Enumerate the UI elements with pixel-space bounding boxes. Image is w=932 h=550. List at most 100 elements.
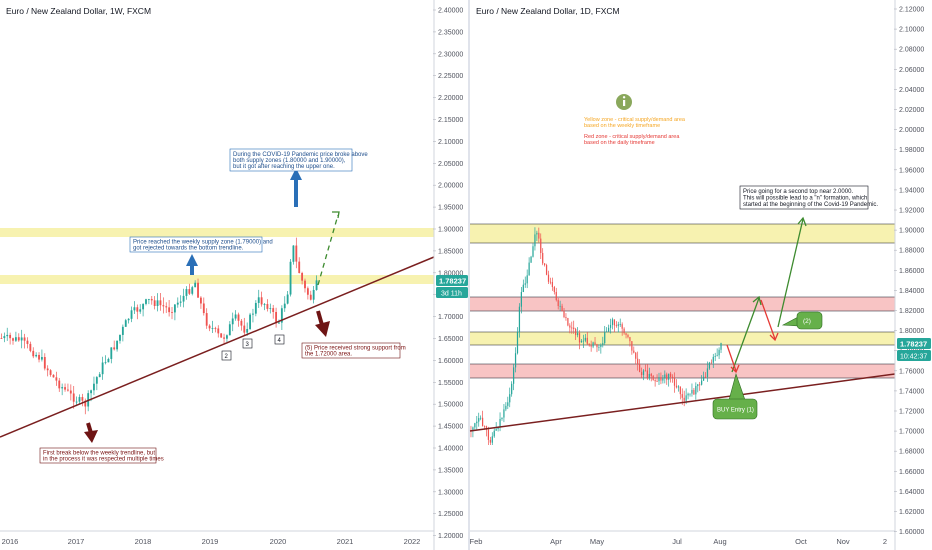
candle-body <box>708 362 711 369</box>
price-tick-label: 1.55000 <box>438 380 463 387</box>
candle-body <box>569 325 571 328</box>
candle-body <box>542 252 544 264</box>
price-tick-label: 1.68000 <box>899 449 924 456</box>
candle-body <box>586 337 588 344</box>
candle-body <box>675 385 678 388</box>
weekly-trendline <box>0 256 435 438</box>
candle-body <box>588 343 590 346</box>
candle-body <box>478 418 480 422</box>
candle-body <box>243 325 246 333</box>
candle-body <box>257 297 260 303</box>
candle-body <box>652 375 654 380</box>
price-tick-label: 2.12000 <box>899 7 924 14</box>
candle-body <box>104 362 107 364</box>
candle-body <box>252 313 254 315</box>
candle-body <box>640 372 643 376</box>
daily-price-axis[interactable]: 2.12000 2.10000 2.08000 2.06000 2.04000 2.020… <box>894 7 924 537</box>
price-tick-label: 1.35000 <box>438 467 463 474</box>
second-leg-callout: (2) <box>781 311 823 330</box>
candle-body <box>666 374 668 380</box>
price-tick-label: 1.25000 <box>438 511 463 518</box>
candle-body <box>489 439 491 443</box>
candle-body <box>584 337 586 341</box>
svg-text:Price going for a second top n: Price going for a second top near 2.0000… <box>743 189 853 195</box>
candle-body <box>606 331 608 333</box>
price-tick-label: 1.45000 <box>438 424 463 431</box>
time-tick-label: 2022 <box>404 537 421 546</box>
price-tick-label: 1.94000 <box>899 187 924 194</box>
candle-body <box>75 401 78 403</box>
candle-body <box>615 325 617 327</box>
candle-body <box>156 300 159 306</box>
candle-body <box>121 326 124 335</box>
candle-body <box>520 292 522 307</box>
candle-body <box>226 335 228 339</box>
candle-body <box>511 383 513 395</box>
time-tick-label: 2021 <box>337 537 354 546</box>
candle-body <box>720 342 722 350</box>
candle-body <box>119 334 121 341</box>
candle-body <box>84 400 87 407</box>
projection-down <box>760 299 776 340</box>
daily-red-zone-upper <box>470 297 895 311</box>
candle-body <box>472 427 474 431</box>
candle-body <box>124 320 127 327</box>
info-icon <box>616 94 632 110</box>
time-tick-label: 2020 <box>270 537 287 546</box>
candle-body <box>710 362 712 364</box>
candle-body <box>98 374 101 378</box>
time-tick-label: May <box>590 537 604 546</box>
candle-body <box>701 380 703 385</box>
svg-text:(2): (2) <box>803 318 811 325</box>
candle-body <box>20 337 23 341</box>
price-tick-label: 1.95000 <box>438 205 463 212</box>
candle-body <box>237 314 240 321</box>
candle-body <box>635 352 637 359</box>
candle-body <box>78 397 81 402</box>
weekly-time-axis[interactable]: 2016 2017 2018 2019 2020 2021 2022 <box>2 537 421 546</box>
support-dark-arrow <box>315 310 330 337</box>
legend-yellow-line1: Yellow zone - critical supply/demand are… <box>584 117 686 123</box>
svg-text:4: 4 <box>278 338 282 344</box>
candle-body <box>185 289 188 296</box>
price-tick-label: 1.66000 <box>899 469 924 476</box>
price-tick-label: 2.04000 <box>899 87 924 94</box>
candle-body <box>49 370 52 375</box>
candle-body <box>658 377 660 382</box>
price-tick-label: 1.62000 <box>899 509 924 516</box>
candle-body <box>40 357 43 360</box>
candle-body <box>43 357 46 369</box>
candle-body <box>487 429 490 440</box>
candle-body <box>35 354 38 357</box>
price-tick-label: 2.25000 <box>438 73 463 80</box>
candle-body <box>567 318 569 326</box>
candle-body <box>197 282 199 298</box>
price-tick-label: 2.06000 <box>899 67 924 74</box>
candle-body <box>557 300 559 307</box>
candle-body <box>559 305 561 307</box>
candle-body <box>704 376 707 378</box>
daily-time-axis[interactable]: Feb Apr May Jul Aug Oct Nov 2 <box>470 537 888 546</box>
candle-body <box>642 370 645 376</box>
candle-body <box>499 419 501 427</box>
candle-body <box>609 324 612 328</box>
weekly-price-axis[interactable]: 2.40000 2.35000 2.30000 2.25000 2.20000 2.150… <box>433 8 463 541</box>
weekly-projection-line <box>317 214 339 286</box>
candle-body <box>220 333 223 338</box>
candle-body <box>685 395 687 401</box>
legend-red-line1: Red zone - critical supply/demand area <box>584 134 680 140</box>
candle-body <box>507 402 509 406</box>
panel-divider <box>468 0 470 550</box>
candle-body <box>505 405 507 410</box>
candle-body <box>699 384 701 386</box>
svg-text:This will possible lead to a ": This will possible lead to a "n" formati… <box>743 196 867 202</box>
time-tick-label: Nov <box>836 537 850 546</box>
supply-annotation: Price reached the weekly supply zone (1.… <box>129 236 273 253</box>
candle-body <box>205 313 208 326</box>
price-tick-label: 2.02000 <box>899 107 924 114</box>
candle-body <box>530 256 532 263</box>
candle-body <box>208 325 211 329</box>
second-top-annotation: Price going for a second top near 2.0000… <box>739 185 878 210</box>
candle-body <box>301 273 304 281</box>
candle-body <box>260 297 263 305</box>
